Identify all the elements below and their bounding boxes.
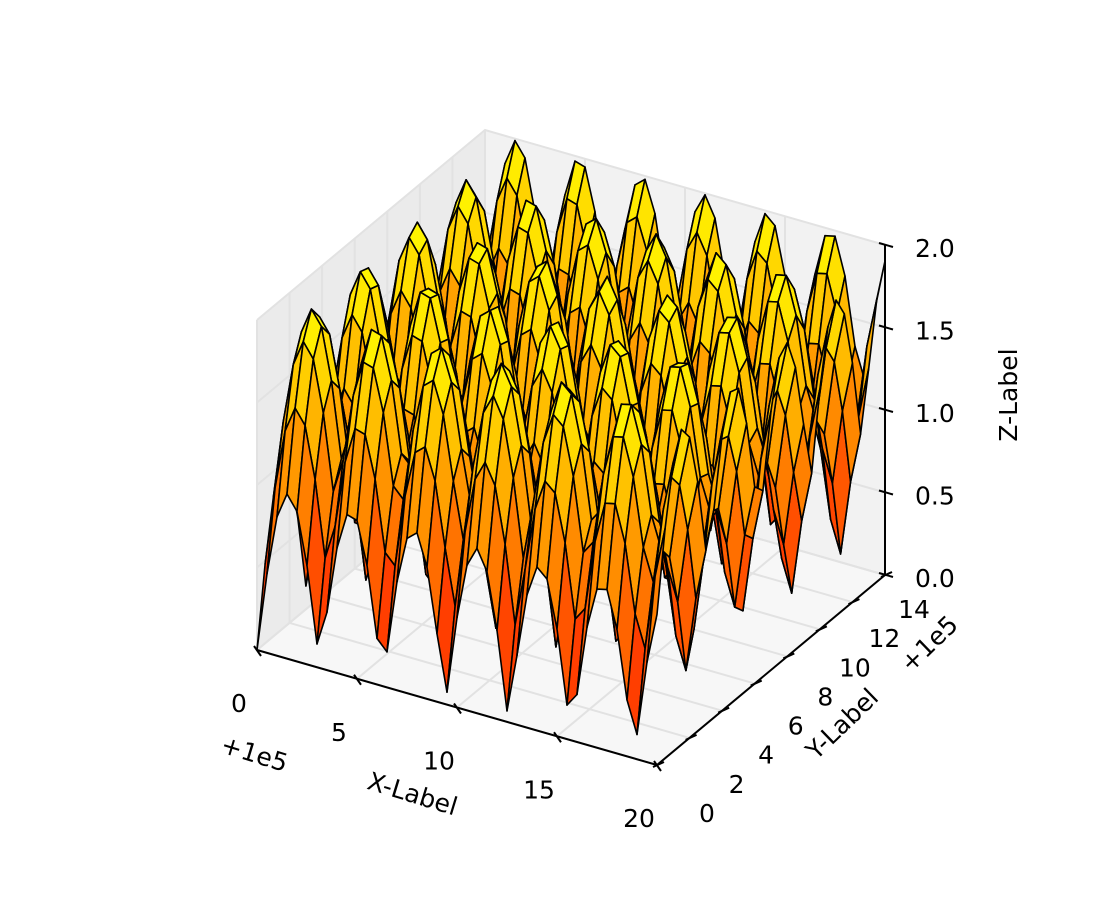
x-tick-mark xyxy=(353,674,362,686)
y-tick-mark xyxy=(685,733,697,741)
y-tick-label: 14 xyxy=(898,595,930,624)
surface-mesh xyxy=(256,139,886,736)
axis-lines xyxy=(253,242,894,772)
x-tick-label: 15 xyxy=(523,775,555,804)
y-tick-mark xyxy=(848,598,860,606)
z-tick-label: 1.0 xyxy=(915,399,955,428)
y-tick-mark xyxy=(782,652,795,660)
z-tick-mark xyxy=(878,242,894,248)
y-tick-mark xyxy=(815,625,828,633)
y-tick-label: 8 xyxy=(817,682,833,711)
z-tick-label: 0.5 xyxy=(915,482,955,511)
z-tick-mark xyxy=(878,489,894,496)
x-tick-label: 20 xyxy=(623,804,655,833)
z-tick-label: 1.5 xyxy=(915,317,955,346)
x-tick-mark xyxy=(453,702,462,715)
y-tick-mark xyxy=(652,761,665,768)
y-tick-label: 2 xyxy=(729,770,745,799)
x-tick-label: 0 xyxy=(231,689,247,718)
y-axis-title: Y-Label xyxy=(799,683,884,766)
surface-cell xyxy=(646,527,666,664)
z-tick-mark xyxy=(878,324,894,331)
x-tick-label: 5 xyxy=(331,718,347,747)
x-tick-mark xyxy=(253,645,262,657)
z-tick-mark xyxy=(878,572,894,578)
y-tick-label: 6 xyxy=(788,712,804,741)
y-tick-label: 10 xyxy=(839,653,871,682)
z-tick-mark xyxy=(878,407,894,413)
z-tick-label: 0.0 xyxy=(915,564,955,593)
y-tick-mark xyxy=(750,679,763,687)
x-tick-label: 10 xyxy=(423,747,455,776)
y-tick-label: 12 xyxy=(868,624,900,653)
x-tick-mark xyxy=(553,731,562,743)
y-tick-mark xyxy=(717,706,730,714)
y-tick-label: 4 xyxy=(758,741,774,770)
x-axis-offset-label: +1e5 xyxy=(218,730,292,778)
z-tick-label: 2.0 xyxy=(915,234,955,263)
y-tick-label: 0 xyxy=(699,799,715,828)
z-axis-title: Z-Label xyxy=(994,348,1023,441)
y-axis-line xyxy=(656,574,886,766)
grid-line-z xyxy=(256,128,886,321)
